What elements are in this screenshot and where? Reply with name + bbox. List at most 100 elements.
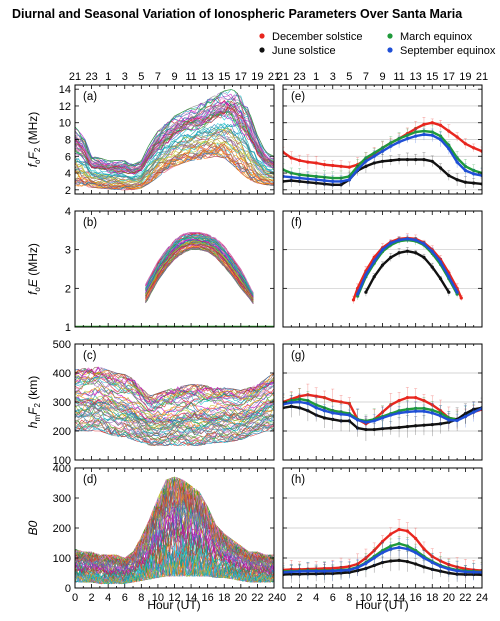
data-point-june bbox=[314, 181, 318, 185]
trace-line bbox=[75, 143, 274, 190]
trace-line bbox=[75, 376, 274, 407]
data-point-june bbox=[447, 173, 451, 178]
data-point-march bbox=[306, 173, 310, 178]
data-point-june bbox=[438, 569, 443, 573]
data-point-december bbox=[347, 165, 351, 169]
trace-line bbox=[75, 141, 274, 187]
data-point-june bbox=[339, 183, 343, 187]
top-tick-label: 13 bbox=[202, 71, 214, 83]
data-point-december bbox=[422, 398, 426, 403]
data-point-march bbox=[389, 544, 393, 548]
data-point-march bbox=[372, 151, 376, 155]
trace-line bbox=[75, 122, 274, 178]
trace-line bbox=[75, 107, 274, 175]
data-point-december bbox=[459, 296, 463, 300]
data-point-september bbox=[463, 168, 468, 173]
data-point-june bbox=[364, 164, 368, 168]
data-point-september bbox=[472, 172, 476, 176]
figure-title: Diurnal and Seasonal Variation of Ionosp… bbox=[12, 7, 463, 21]
data-point-june bbox=[405, 249, 409, 253]
data-point-december bbox=[351, 298, 356, 302]
data-point-september bbox=[438, 137, 443, 142]
data-point-june bbox=[422, 255, 426, 259]
y-tick-label: 200 bbox=[53, 523, 71, 535]
data-point-december bbox=[347, 564, 351, 569]
trace-line bbox=[75, 123, 274, 179]
trace-line bbox=[75, 410, 274, 439]
trace-line bbox=[75, 129, 274, 183]
legend: December solstice March equinox June sol… bbox=[259, 31, 496, 57]
data-point-september bbox=[306, 177, 310, 181]
y-tick-label: 2 bbox=[65, 185, 71, 197]
data-point-september bbox=[463, 570, 468, 574]
data-point-december bbox=[339, 566, 343, 570]
top-tick-label: 15 bbox=[218, 71, 230, 83]
data-point-september bbox=[339, 569, 343, 573]
data-point-june bbox=[289, 178, 293, 183]
data-point-september bbox=[447, 147, 451, 151]
data-point-march bbox=[414, 130, 418, 134]
data-point-december bbox=[331, 566, 335, 570]
data-point-september bbox=[347, 178, 351, 182]
data-point-september bbox=[472, 570, 476, 574]
data-point-september bbox=[314, 569, 318, 573]
data-point-june bbox=[430, 265, 434, 269]
plot-area bbox=[351, 233, 463, 304]
trace-line bbox=[75, 391, 274, 424]
plot-area bbox=[75, 89, 274, 191]
data-point-september bbox=[414, 551, 418, 555]
trace-line bbox=[75, 401, 274, 428]
y-axis-label: B0 bbox=[26, 520, 40, 535]
trace-line bbox=[75, 387, 274, 417]
top-tick-label: 5 bbox=[346, 71, 352, 83]
data-point-september bbox=[322, 178, 327, 183]
y-tick-label: 500 bbox=[53, 339, 71, 351]
trace-line bbox=[145, 239, 254, 300]
data-point-september bbox=[364, 561, 368, 566]
trace-line bbox=[75, 509, 274, 576]
x-tick-label: 20 bbox=[235, 592, 247, 604]
data-point-june bbox=[455, 572, 459, 576]
data-point-september bbox=[356, 566, 360, 570]
data-point-september bbox=[331, 179, 335, 184]
top-tick-label: 9 bbox=[171, 71, 177, 83]
top-tick-label: 13 bbox=[410, 71, 422, 83]
trace-line bbox=[75, 401, 274, 428]
plot-frame bbox=[74, 210, 275, 328]
data-point-september bbox=[438, 414, 443, 418]
trace-line bbox=[75, 371, 274, 404]
top-tick-label: 7 bbox=[363, 71, 369, 83]
data-point-december bbox=[438, 123, 443, 127]
data-point-december bbox=[438, 559, 443, 563]
data-point-june bbox=[405, 158, 409, 162]
top-tick-label: 19 bbox=[459, 71, 471, 83]
data-point-march bbox=[430, 408, 434, 412]
panel-label: (g) bbox=[291, 350, 305, 362]
trace-line bbox=[145, 245, 254, 304]
y-tick-label: 14 bbox=[59, 84, 71, 96]
data-point-september bbox=[422, 242, 426, 246]
data-point-march bbox=[422, 406, 426, 410]
x-tick-label: 18 bbox=[426, 592, 438, 604]
data-point-march bbox=[380, 146, 385, 150]
data-point-september bbox=[389, 547, 393, 551]
data-point-december bbox=[356, 562, 360, 566]
data-point-june bbox=[397, 425, 401, 430]
data-point-june bbox=[430, 567, 434, 572]
data-point-june bbox=[364, 566, 368, 571]
x-tick-label: 12 bbox=[376, 592, 388, 604]
data-point-december bbox=[397, 527, 401, 532]
top-tick-label: 21 bbox=[277, 71, 289, 83]
data-point-december bbox=[380, 410, 385, 414]
trace-line bbox=[75, 144, 274, 189]
x-tick-label: 10 bbox=[360, 592, 372, 604]
trace-line bbox=[75, 376, 274, 409]
data-point-june bbox=[447, 571, 451, 575]
data-point-december bbox=[289, 156, 293, 160]
data-point-september bbox=[347, 413, 351, 417]
data-point-september bbox=[297, 400, 302, 404]
data-point-june bbox=[289, 572, 293, 576]
data-point-december bbox=[422, 122, 426, 127]
data-point-june bbox=[414, 251, 418, 255]
top-tick-label: 19 bbox=[251, 71, 263, 83]
